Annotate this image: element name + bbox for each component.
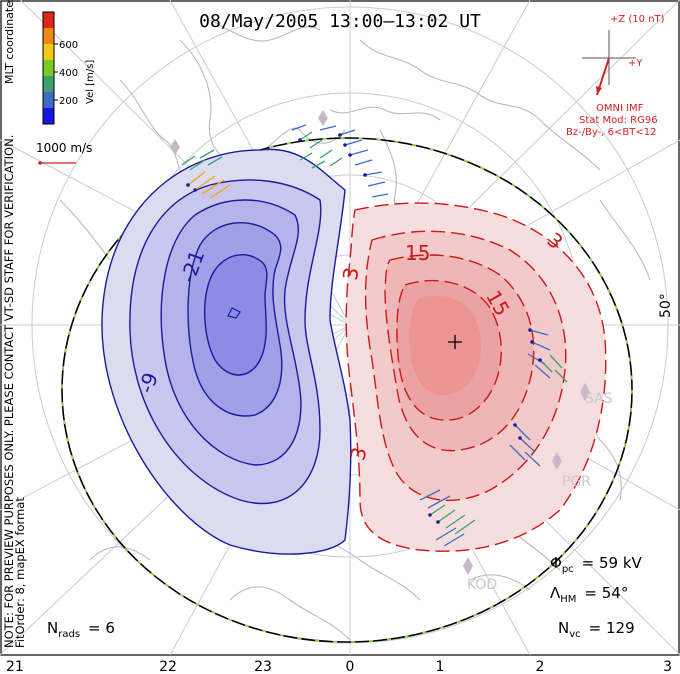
cross-polar-potential: Φpc = 59 kV <box>550 554 643 575</box>
imf-y-label: +Y <box>628 58 643 69</box>
mlt-axis: 21 22 23 0 1 2 3 <box>6 659 672 674</box>
coordinate-system-label: MLT coordinates <box>3 0 16 84</box>
station-marker-1 <box>318 110 328 126</box>
preview-notice: NOTE: FOR PREVIEW PURPOSES ONLY. PLEASE … <box>2 135 16 648</box>
station-marker-2 <box>170 139 180 155</box>
hm-boundary-latitude: ΛHM = 54° <box>550 584 628 605</box>
contour-labels: -21 -9 15 15 3 3 3 <box>134 228 568 464</box>
contour-label-15a: 15 <box>405 241 430 265</box>
mlt-tick-0: 0 <box>346 659 355 674</box>
velocity-colorbar: 200 400 600 Vel [m/s] <box>42 11 96 125</box>
latitude-label: 50° <box>658 293 674 318</box>
mlt-tick-21: 21 <box>6 659 24 674</box>
station-marker-sas <box>580 383 590 401</box>
station-marker-pgr <box>552 452 562 470</box>
dawn-convection-cell <box>345 202 607 552</box>
station-label-kod: KOD <box>467 577 497 593</box>
radar-count: Nrads = 6 <box>47 619 115 640</box>
dusk-convection-cell <box>101 148 352 555</box>
velocity-vectors <box>181 124 568 547</box>
mlt-tick-23: 23 <box>254 659 272 674</box>
colorbar-label: Vel [m/s] <box>85 60 96 104</box>
imf-model: Stat Mod: RG96 <box>579 115 658 126</box>
radar-sites <box>170 110 590 575</box>
colorbar-tick-400: 400 <box>59 68 78 79</box>
station-labels: SAS PGR KOD <box>467 391 613 593</box>
mlt-tick-2: 2 <box>536 659 545 674</box>
mlt-tick-3: 3 <box>663 659 672 674</box>
map-area: -21 -9 15 15 3 3 3 SAS PGR KOD <box>0 0 680 655</box>
contour-label-3c: 3 <box>345 445 371 464</box>
fit-order-label: FitOrder: 8, mapEX format <box>13 497 27 648</box>
vector-count: Nvc = 129 <box>558 619 635 640</box>
colorbar-tick-600: 600 <box>59 40 78 51</box>
map-title: 08/May/2005 13:00–13:02 UT <box>199 11 481 32</box>
imf-dial: +Z (10 nT) +Y OMNI IMF Stat Mod: RG96 Bz… <box>566 14 665 138</box>
colorbar-tick-200: 200 <box>59 96 78 107</box>
imf-source: OMNI IMF <box>596 103 644 114</box>
velocity-scale: 1000 m/s <box>36 141 92 165</box>
imf-z-label: +Z (10 nT) <box>610 14 665 25</box>
imf-condition: Bz-/By-, 6<BT<12 <box>566 127 656 138</box>
convection-stats: Φpc = 59 kV ΛHM = 54° Nvc = 129 Nrads = 6 <box>47 554 643 640</box>
contour-label-3b: 3 <box>338 265 364 282</box>
mlt-tick-22: 22 <box>159 659 177 674</box>
potential-maximum-marker <box>448 335 462 349</box>
station-label-sas: SAS <box>585 391 613 407</box>
mlt-tick-1: 1 <box>436 659 445 674</box>
station-label-pgr: PGR <box>562 474 591 490</box>
station-marker-kod <box>463 557 473 575</box>
velocity-scale-label: 1000 m/s <box>36 141 92 155</box>
